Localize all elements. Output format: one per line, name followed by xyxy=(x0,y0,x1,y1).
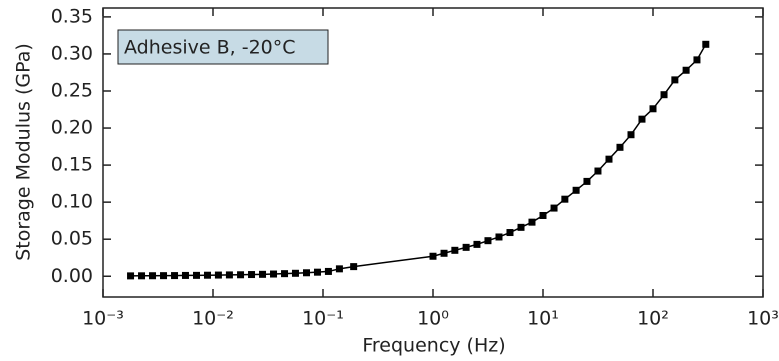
data-point xyxy=(693,56,701,64)
x-tick-label: 10⁻³ xyxy=(82,308,124,330)
data-point xyxy=(160,272,168,280)
data-point xyxy=(605,155,613,163)
data-point xyxy=(649,105,657,113)
y-tick-label: 0.00 xyxy=(51,265,93,287)
data-point xyxy=(451,246,459,254)
data-point xyxy=(303,269,311,277)
data-point xyxy=(225,271,233,279)
data-point xyxy=(324,267,332,275)
x-axis-label: Frequency (Hz) xyxy=(362,335,505,357)
data-point xyxy=(193,271,201,279)
data-point xyxy=(335,265,343,273)
x-tick-label: 10³ xyxy=(747,308,779,330)
data-point xyxy=(682,66,690,74)
data-point xyxy=(484,237,492,245)
data-point xyxy=(350,263,358,271)
data-point xyxy=(149,272,157,280)
x-tick-label: 10² xyxy=(637,308,669,330)
data-point xyxy=(561,195,569,203)
data-line xyxy=(130,43,707,277)
data-point xyxy=(462,243,470,251)
x-tick-label: 10¹ xyxy=(527,308,559,330)
data-point xyxy=(127,272,135,280)
data-point xyxy=(291,269,299,277)
data-point xyxy=(248,271,256,279)
annotation-box xyxy=(117,29,329,65)
data-point xyxy=(550,204,558,212)
x-tick-label: 10⁻¹ xyxy=(302,308,344,330)
x-tick-label: 10⁻² xyxy=(192,308,234,330)
y-tick-label: 0.25 xyxy=(51,79,93,101)
data-point xyxy=(259,270,267,278)
data-point xyxy=(203,271,211,279)
data-point xyxy=(702,40,710,48)
data-point xyxy=(313,268,321,276)
data-point xyxy=(138,272,146,280)
y-tick-label: 0.10 xyxy=(51,191,93,213)
data-point xyxy=(594,167,602,175)
y-tick-label: 0.15 xyxy=(51,154,93,176)
data-point xyxy=(473,240,481,248)
data-point xyxy=(517,223,525,231)
data-point xyxy=(616,143,624,151)
data-point xyxy=(237,271,245,279)
data-point xyxy=(270,270,278,278)
data-point xyxy=(572,186,580,194)
y-axis-label: Storage Modulus (GPa) xyxy=(13,43,35,261)
data-point xyxy=(440,249,448,257)
data-point xyxy=(181,271,189,279)
y-tick-label: 0.30 xyxy=(51,42,93,64)
annotation: Adhesive B, -20°C xyxy=(124,37,296,59)
data-point xyxy=(539,211,547,219)
data-point xyxy=(281,270,289,278)
y-tick-label: 0.20 xyxy=(51,117,93,139)
data-point xyxy=(171,272,179,280)
data-point xyxy=(660,91,668,99)
data-point xyxy=(528,218,536,226)
y-tick-label: 0.05 xyxy=(51,228,93,250)
data-point xyxy=(627,131,635,139)
data-point xyxy=(214,271,222,279)
data-point xyxy=(506,229,514,237)
x-tick-label: 10⁰ xyxy=(417,308,449,330)
data-point xyxy=(495,233,503,241)
data-point xyxy=(671,76,679,84)
data-point xyxy=(429,252,437,260)
y-tick-label: 0.35 xyxy=(51,5,93,27)
data-point xyxy=(638,115,646,123)
data-point xyxy=(583,177,591,185)
